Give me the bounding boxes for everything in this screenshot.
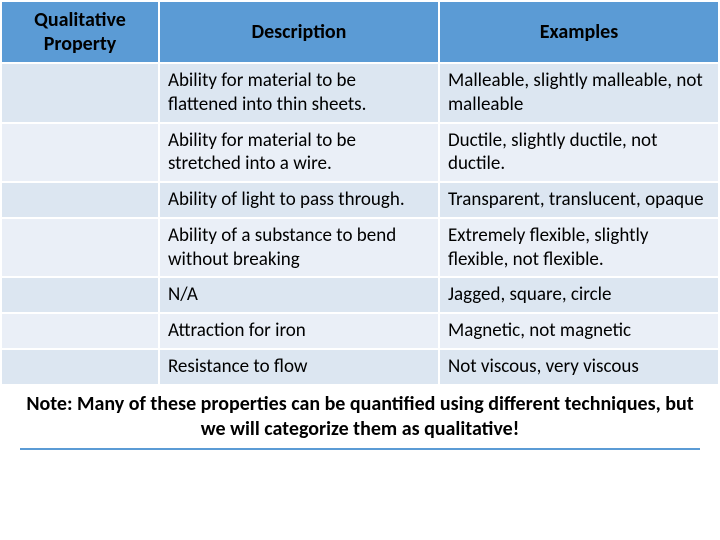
table-row: Ability for material to be stretched int… — [1, 123, 719, 183]
cell-description: Ability for material to be flattened int… — [159, 63, 439, 123]
cell-property — [1, 218, 159, 278]
cell-property — [1, 123, 159, 183]
col-header-property: Qualitative Property — [1, 1, 159, 63]
cell-property — [1, 63, 159, 123]
table-row: Ability for material to be flattened int… — [1, 63, 719, 123]
cell-description: Attraction for iron — [159, 313, 439, 349]
cell-description: Ability of light to pass through. — [159, 182, 439, 218]
cell-description: Ability for material to be stretched int… — [159, 123, 439, 183]
table-row: Attraction for iron Magnetic, not magnet… — [1, 313, 719, 349]
note-container: Note: Many of these properties can be qu… — [0, 386, 720, 450]
note-text: Note: Many of these properties can be qu… — [20, 392, 700, 450]
table-row: Ability of light to pass through. Transp… — [1, 182, 719, 218]
table-row: N/A Jagged, square, circle — [1, 277, 719, 313]
cell-description: Resistance to flow — [159, 349, 439, 385]
cell-examples: Not viscous, very viscous — [439, 349, 719, 385]
cell-examples: Extremely flexible, slightly flexible, n… — [439, 218, 719, 278]
table-row: Resistance to flow Not viscous, very vis… — [1, 349, 719, 385]
table-row: Ability of a substance to bend without b… — [1, 218, 719, 278]
cell-property — [1, 349, 159, 385]
cell-property — [1, 313, 159, 349]
slide: Qualitative Property Description Example… — [0, 0, 720, 540]
cell-examples: Ductile, slightly ductile, not ductile. — [439, 123, 719, 183]
cell-property — [1, 182, 159, 218]
col-header-description: Description — [159, 1, 439, 63]
cell-property — [1, 277, 159, 313]
cell-examples: Magnetic, not magnetic — [439, 313, 719, 349]
table-header-row: Qualitative Property Description Example… — [1, 1, 719, 63]
cell-examples: Jagged, square, circle — [439, 277, 719, 313]
cell-examples: Malleable, slightly malleable, not malle… — [439, 63, 719, 123]
cell-examples: Transparent, translucent, opaque — [439, 182, 719, 218]
cell-description: Ability of a substance to bend without b… — [159, 218, 439, 278]
cell-description: N/A — [159, 277, 439, 313]
properties-table: Qualitative Property Description Example… — [0, 0, 720, 386]
col-header-examples: Examples — [439, 1, 719, 63]
